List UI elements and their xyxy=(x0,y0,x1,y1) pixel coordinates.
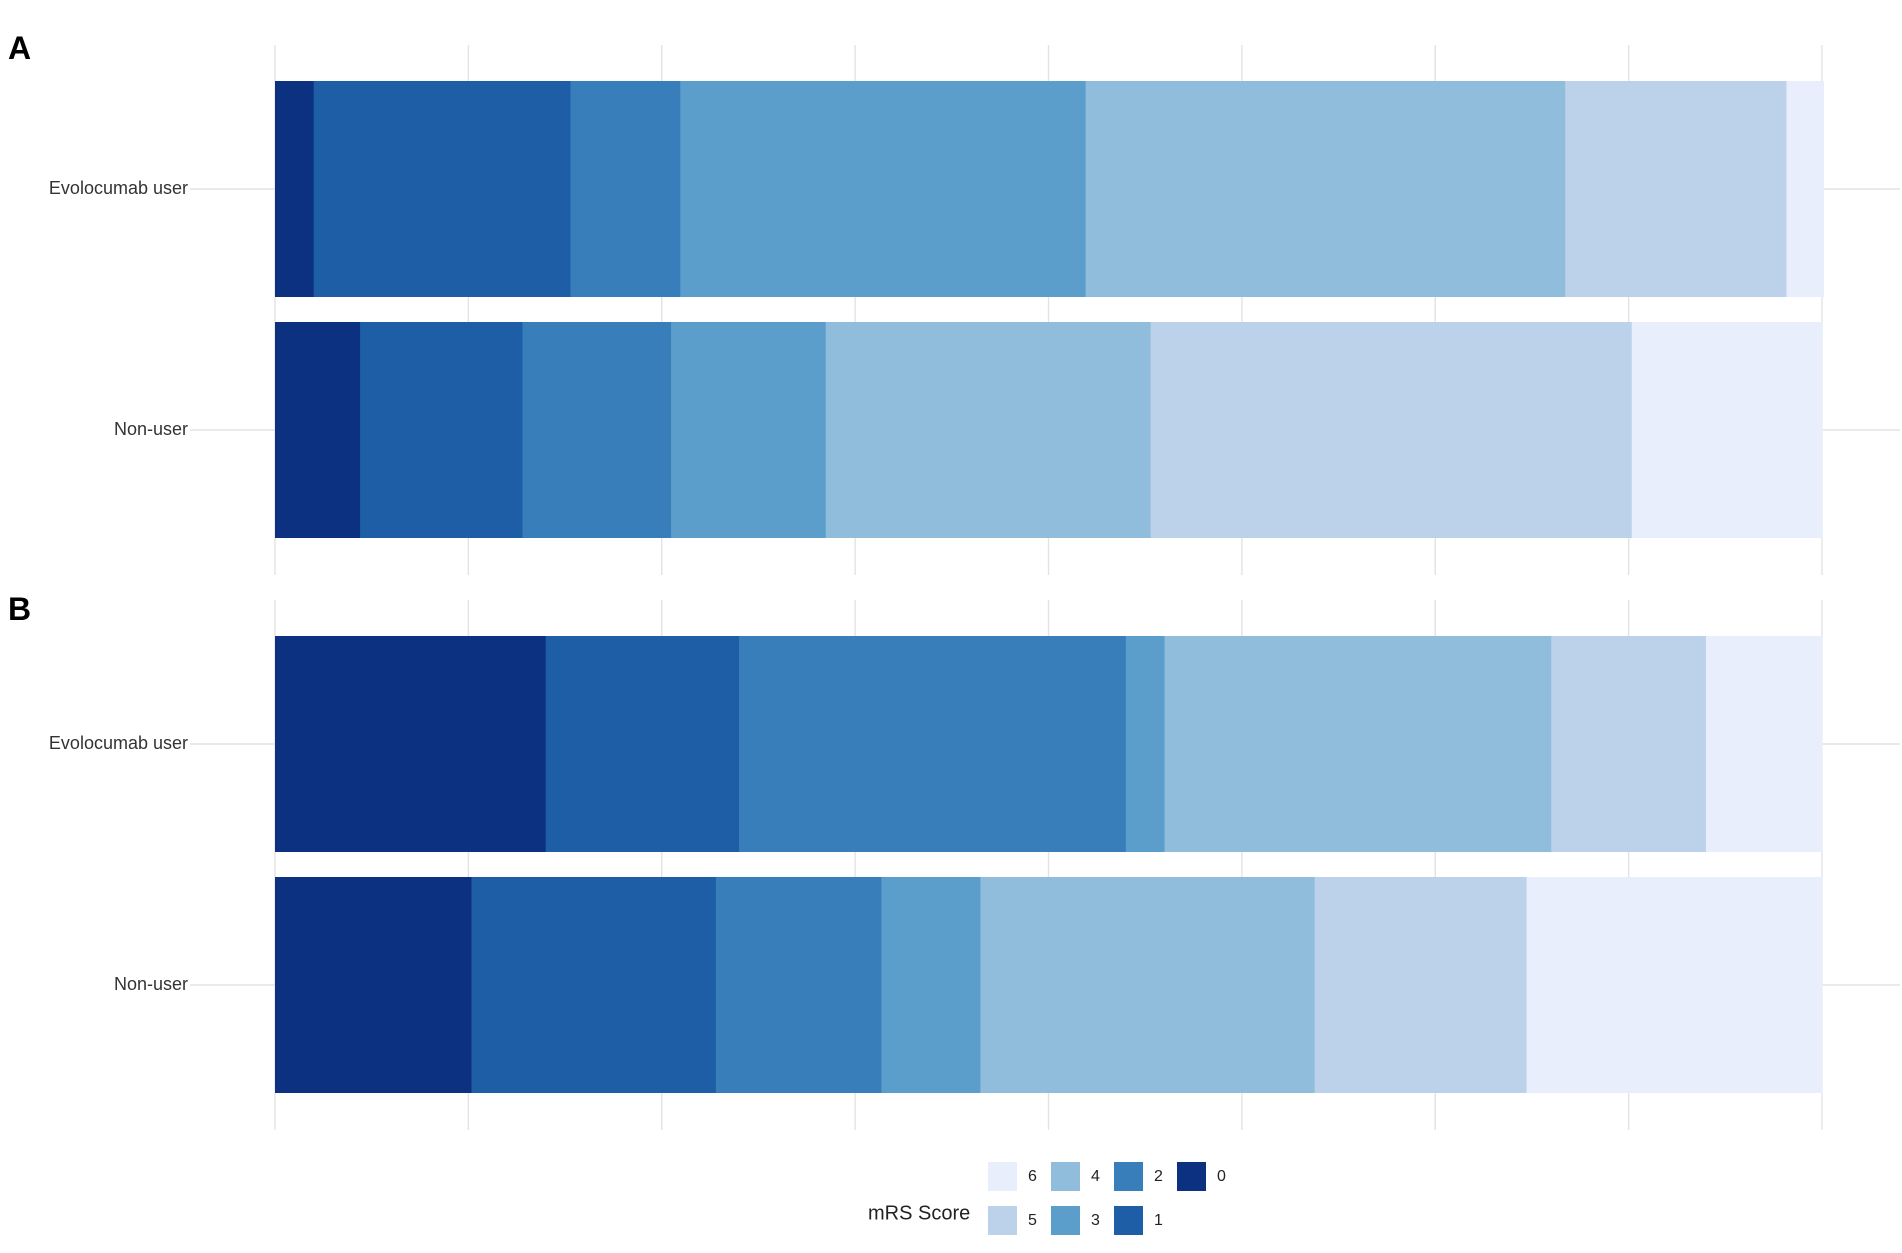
legend-swatch-mrs-3 xyxy=(1051,1206,1080,1235)
bar-segment-mrs-0 xyxy=(275,877,472,1093)
bar-segment-mrs-3 xyxy=(1125,636,1166,852)
panel-label: B xyxy=(8,591,31,627)
bar-segment-mrs-1 xyxy=(545,636,740,852)
panel-a: A Evolocumab user Non-user xyxy=(8,30,1900,575)
legend-swatch-mrs-0 xyxy=(1177,1162,1206,1191)
bar-segment-mrs-2 xyxy=(715,877,882,1093)
bar-segment-mrs-1 xyxy=(360,322,524,538)
bar-segment-mrs-5 xyxy=(1314,877,1528,1093)
bar-segment-mrs-0 xyxy=(275,322,361,538)
legend-label: 0 xyxy=(1217,1168,1226,1185)
legend-swatch-mrs-4 xyxy=(1051,1162,1080,1191)
bar-segment-mrs-5 xyxy=(1565,81,1787,297)
category-label: Non-user xyxy=(114,974,188,994)
legend: mRS Score 6 5 4 3 2 1 0 xyxy=(868,1162,1226,1235)
legend-swatch-mrs-1 xyxy=(1114,1206,1143,1235)
bar-segment-mrs-0 xyxy=(275,636,547,852)
legend-swatch-mrs-2 xyxy=(1114,1162,1143,1191)
bar-segment-mrs-2 xyxy=(522,322,672,538)
legend-label: 3 xyxy=(1091,1212,1100,1229)
panel-label: A xyxy=(8,30,31,66)
bar-segment-mrs-5 xyxy=(1551,636,1707,852)
bar-segment-mrs-6 xyxy=(1526,877,1823,1093)
legend-label: 5 xyxy=(1028,1212,1037,1229)
bar-segment-mrs-3 xyxy=(881,877,981,1093)
bar-segment-mrs-6 xyxy=(1631,322,1823,538)
category-label: Evolocumab user xyxy=(49,733,188,753)
bar-segment-mrs-2 xyxy=(570,81,681,297)
bar-segment-mrs-1 xyxy=(471,877,717,1093)
legend-swatch-mrs-5 xyxy=(988,1206,1017,1235)
bar-segment-mrs-3 xyxy=(671,322,827,538)
bar-segment-mrs-1 xyxy=(313,81,571,297)
bar-segment-mrs-4 xyxy=(1085,81,1566,297)
bar-segment-mrs-0 xyxy=(275,81,315,297)
panel-b: B Evolocumab user Non-user xyxy=(8,591,1900,1130)
bar-segment-mrs-6 xyxy=(1786,81,1825,297)
legend-label: 6 xyxy=(1028,1168,1037,1185)
bar-segment-mrs-4 xyxy=(825,322,1152,538)
bar-segment-mrs-3 xyxy=(680,81,1087,297)
legend-title: mRS Score xyxy=(868,1202,970,1224)
legend-label: 4 xyxy=(1091,1168,1100,1185)
legend-label: 1 xyxy=(1154,1212,1163,1229)
bar-segment-mrs-5 xyxy=(1150,322,1633,538)
category-label: Non-user xyxy=(114,419,188,439)
bar-segment-mrs-4 xyxy=(1164,636,1552,852)
legend-swatch-mrs-6 xyxy=(988,1162,1017,1191)
bar-segment-mrs-6 xyxy=(1705,636,1823,852)
category-label: Evolocumab user xyxy=(49,178,188,198)
bar-segment-mrs-4 xyxy=(980,877,1316,1093)
bar-segment-mrs-2 xyxy=(739,636,1127,852)
legend-label: 2 xyxy=(1154,1168,1163,1185)
